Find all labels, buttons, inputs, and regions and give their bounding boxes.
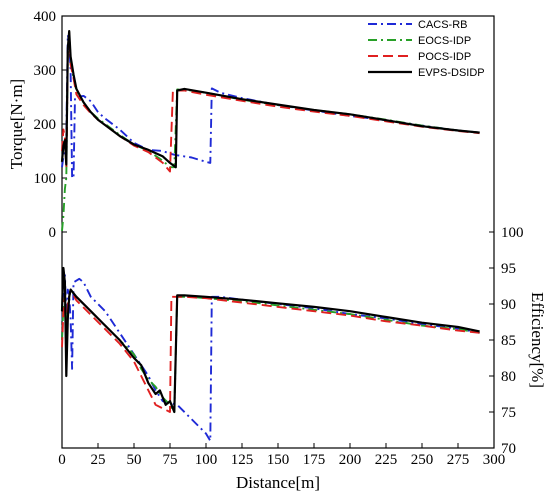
torque-tick-label: 100 xyxy=(34,171,57,187)
torque-tick-label: 0 xyxy=(49,225,57,241)
x-tick-label: 275 xyxy=(447,452,470,468)
x-tick-label: 50 xyxy=(127,452,142,468)
x-tick-label: 225 xyxy=(375,452,398,468)
legend-label: CACS-RB xyxy=(418,19,468,31)
ticks-layer: 0 25 50 75 100 125 150 175 200 225 250 275 300 0 100 20… xyxy=(34,9,524,468)
efficiency-tick-label: 85 xyxy=(501,333,516,349)
efficiency-tick-label: 75 xyxy=(501,405,516,421)
x-tick-label: 150 xyxy=(267,452,290,468)
legend-label: EVPS-DSIDP xyxy=(418,67,485,79)
plot-frame xyxy=(61,15,495,449)
legend-label: POCS-IDP xyxy=(418,51,471,63)
torque-axis-label: Torque[N·m] xyxy=(7,79,26,169)
efficiency-axis-label: Efficiency[%] xyxy=(528,292,547,388)
x-tick-label: 125 xyxy=(231,452,254,468)
efficiency-series-pocs-idp xyxy=(61,288,480,413)
efficiency-tick-label: 100 xyxy=(501,225,524,241)
efficiency-series-evps-dsidp xyxy=(60,266,480,414)
efficiency-tick-label: 70 xyxy=(501,441,516,457)
x-tick-label: 250 xyxy=(411,452,434,468)
legend-label: EOCS-IDP xyxy=(418,35,471,47)
x-tick-label: 100 xyxy=(195,452,218,468)
efficiency-tick-label: 95 xyxy=(501,261,516,277)
x-axis-label: Distance[m] xyxy=(236,473,320,492)
x-tick-label: 300 xyxy=(483,452,506,468)
efficiency-tick-label: 80 xyxy=(501,369,516,385)
torque-tick-label: 200 xyxy=(34,117,57,133)
efficiency-tick-label: 90 xyxy=(501,297,516,313)
torque-series-evps-dsidp xyxy=(60,30,480,169)
x-tick-label: 200 xyxy=(339,452,362,468)
x-tick-label: 25 xyxy=(91,452,106,468)
legend: CACS-RB EOCS-IDP POCS-IDP EVPS-DSIDP xyxy=(368,19,485,79)
x-tick-label: 75 xyxy=(163,452,178,468)
x-tick-label: 0 xyxy=(58,452,66,468)
torque-tick-label: 300 xyxy=(34,63,57,79)
lines-layer xyxy=(60,30,480,442)
x-tick-label: 175 xyxy=(303,452,326,468)
torque-tick-label: 400 xyxy=(34,9,57,25)
